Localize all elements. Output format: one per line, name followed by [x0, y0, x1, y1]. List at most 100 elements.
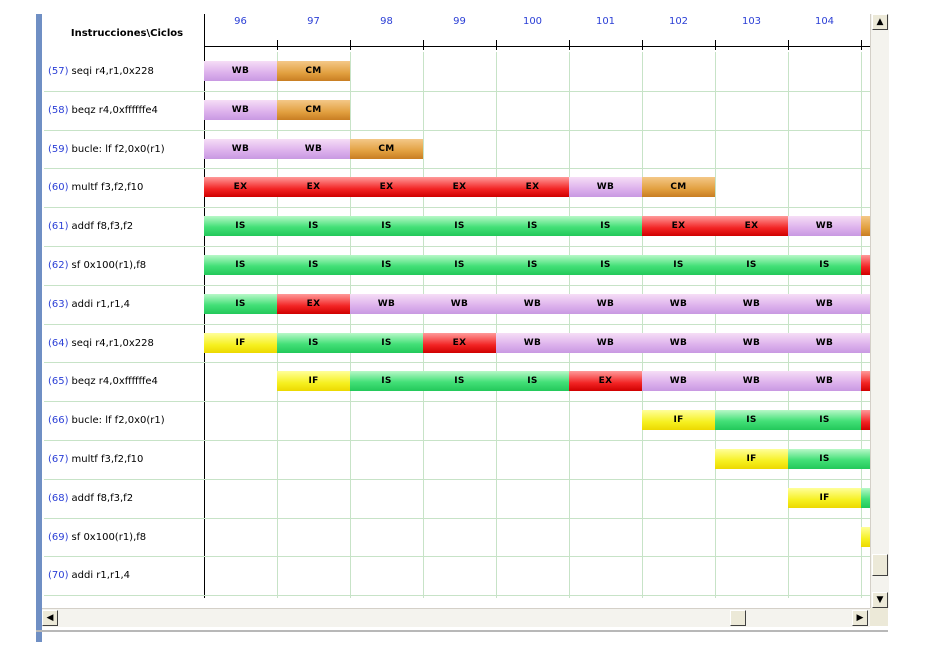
cycle-header: 97	[277, 16, 350, 27]
stage-cell-is: IS	[277, 333, 350, 353]
pipeline-grid[interactable]: Instrucciones\Ciclos 96 97 98 99 100 101 102 10…	[44, 14, 870, 598]
stage-cell-is: IS	[569, 216, 642, 236]
grid-vline	[423, 52, 424, 598]
stage-cell-is: IS	[715, 410, 788, 430]
stage-cell-is: IS	[350, 333, 423, 353]
stage-cell-is: IS	[496, 255, 569, 275]
instruction-label: (65) beqz r4,0xffffffe4	[48, 362, 158, 400]
instruction-label: (64) seqi r4,r1,0x228	[48, 324, 154, 362]
stage-cell-cm: CM	[277, 61, 350, 81]
cycle-header: 99	[423, 16, 496, 27]
scroll-up-button[interactable]: ▲	[872, 14, 888, 30]
stage-cell-is: IS	[277, 255, 350, 275]
stage-cell-cm: CM	[350, 139, 423, 159]
stage-cell-partial	[861, 294, 870, 314]
grid-hline	[44, 518, 870, 519]
cycle-header: 98	[350, 16, 423, 27]
instruction-text: addf f8,f3,f2	[72, 493, 134, 504]
instruction-number: (62)	[48, 260, 69, 271]
cycle-tick	[423, 40, 424, 50]
stage-cell-ex: EX	[277, 294, 350, 314]
stage-cell-wb: WB	[204, 100, 277, 120]
stage-cell-wb: WB	[642, 294, 715, 314]
instruction-label: (59) bucle: lf f2,0x0(r1)	[48, 130, 165, 168]
scroll-left-button[interactable]: ◀	[42, 610, 58, 626]
instruction-text: addi r1,r1,4	[72, 570, 130, 581]
vertical-scrollbar[interactable]: ▲ ▼	[870, 14, 889, 608]
grid-hline	[44, 479, 870, 480]
stage-cell-wb: WB	[642, 371, 715, 391]
instruction-number: (57)	[48, 66, 69, 77]
stage-cell-wb: WB	[788, 333, 861, 353]
instruction-text: addi r1,r1,4	[72, 299, 130, 310]
horizontal-scrollbar[interactable]: ◀ ▶	[42, 608, 870, 627]
arrow-right-icon: ▶	[857, 613, 864, 623]
grid-hline	[44, 362, 870, 363]
instruction-label: (69) sf 0x100(r1),f8	[48, 518, 146, 556]
grid-hline	[44, 440, 870, 441]
instruction-label: (57) seqi r4,r1,0x228	[48, 52, 154, 90]
stage-cell-ex: EX	[715, 216, 788, 236]
instruction-text: bucle: lf f2,0x0(r1)	[72, 415, 165, 426]
stage-cell-wb: WB	[277, 139, 350, 159]
stage-cell-partial	[861, 488, 870, 508]
grid-hline	[44, 246, 870, 247]
stage-cell-wb: WB	[715, 333, 788, 353]
stage-cell-is: IS	[423, 255, 496, 275]
instruction-number: (61)	[48, 221, 69, 232]
stage-cell-partial	[861, 333, 870, 353]
stage-cell-wb: WB	[642, 333, 715, 353]
stage-cell-is: IS	[204, 294, 277, 314]
instruction-text: multf f3,f2,f10	[72, 182, 144, 193]
cycle-tick	[204, 40, 205, 50]
stage-cell-if: IF	[642, 410, 715, 430]
stage-cell-if: IF	[788, 488, 861, 508]
stage-cell-wb: WB	[350, 294, 423, 314]
cycle-tick	[715, 40, 716, 50]
stage-cell-is: IS	[642, 255, 715, 275]
instruction-label: (67) multf f3,f2,f10	[48, 440, 143, 478]
cycle-header: 103	[715, 16, 788, 27]
instruction-text: beqz r4,0xffffffe4	[72, 376, 158, 387]
grid-vline	[861, 52, 862, 598]
instruction-label: (66) bucle: lf f2,0x0(r1)	[48, 401, 165, 439]
cycle-header: 102	[642, 16, 715, 27]
stage-cell-wb: WB	[715, 371, 788, 391]
grid-hline	[44, 91, 870, 92]
stage-cell-is: IS	[350, 216, 423, 236]
scroll-down-button[interactable]: ▼	[872, 592, 888, 608]
cycle-tick	[277, 40, 278, 50]
stage-cell-ex: EX	[569, 371, 642, 391]
arrow-up-icon: ▲	[877, 17, 884, 27]
horizontal-scroll-thumb[interactable]	[730, 610, 746, 626]
stage-cell-cm: CM	[277, 100, 350, 120]
instruction-number: (65)	[48, 376, 69, 387]
stage-cell-partial	[861, 216, 870, 236]
instruction-number: (60)	[48, 182, 69, 193]
stage-cell-is: IS	[788, 255, 861, 275]
stage-cell-ex: EX	[496, 177, 569, 197]
grid-hline	[44, 324, 870, 325]
stage-cell-is: IS	[350, 255, 423, 275]
instruction-label: (58) beqz r4,0xffffffe4	[48, 91, 158, 129]
stage-cell-partial	[861, 449, 870, 469]
stage-cell-is: IS	[715, 255, 788, 275]
instruction-text: addf f8,f3,f2	[72, 221, 134, 232]
stage-cell-is: IS	[569, 255, 642, 275]
instruction-label: (60) multf f3,f2,f10	[48, 168, 143, 206]
stage-cell-is: IS	[496, 216, 569, 236]
stage-cell-ex: EX	[350, 177, 423, 197]
stage-cell-wb: WB	[423, 294, 496, 314]
instruction-number: (69)	[48, 532, 69, 543]
instruction-number: (58)	[48, 105, 69, 116]
stage-cell-wb: WB	[569, 333, 642, 353]
instruction-label: (68) addf f8,f3,f2	[48, 479, 133, 517]
scroll-right-button[interactable]: ▶	[852, 610, 868, 626]
instruction-number: (64)	[48, 338, 69, 349]
vertical-scroll-thumb[interactable]	[872, 554, 888, 576]
header-axis	[204, 46, 870, 47]
grid-hline	[44, 168, 870, 169]
grid-vline	[277, 52, 278, 598]
grid-vline	[715, 52, 716, 598]
